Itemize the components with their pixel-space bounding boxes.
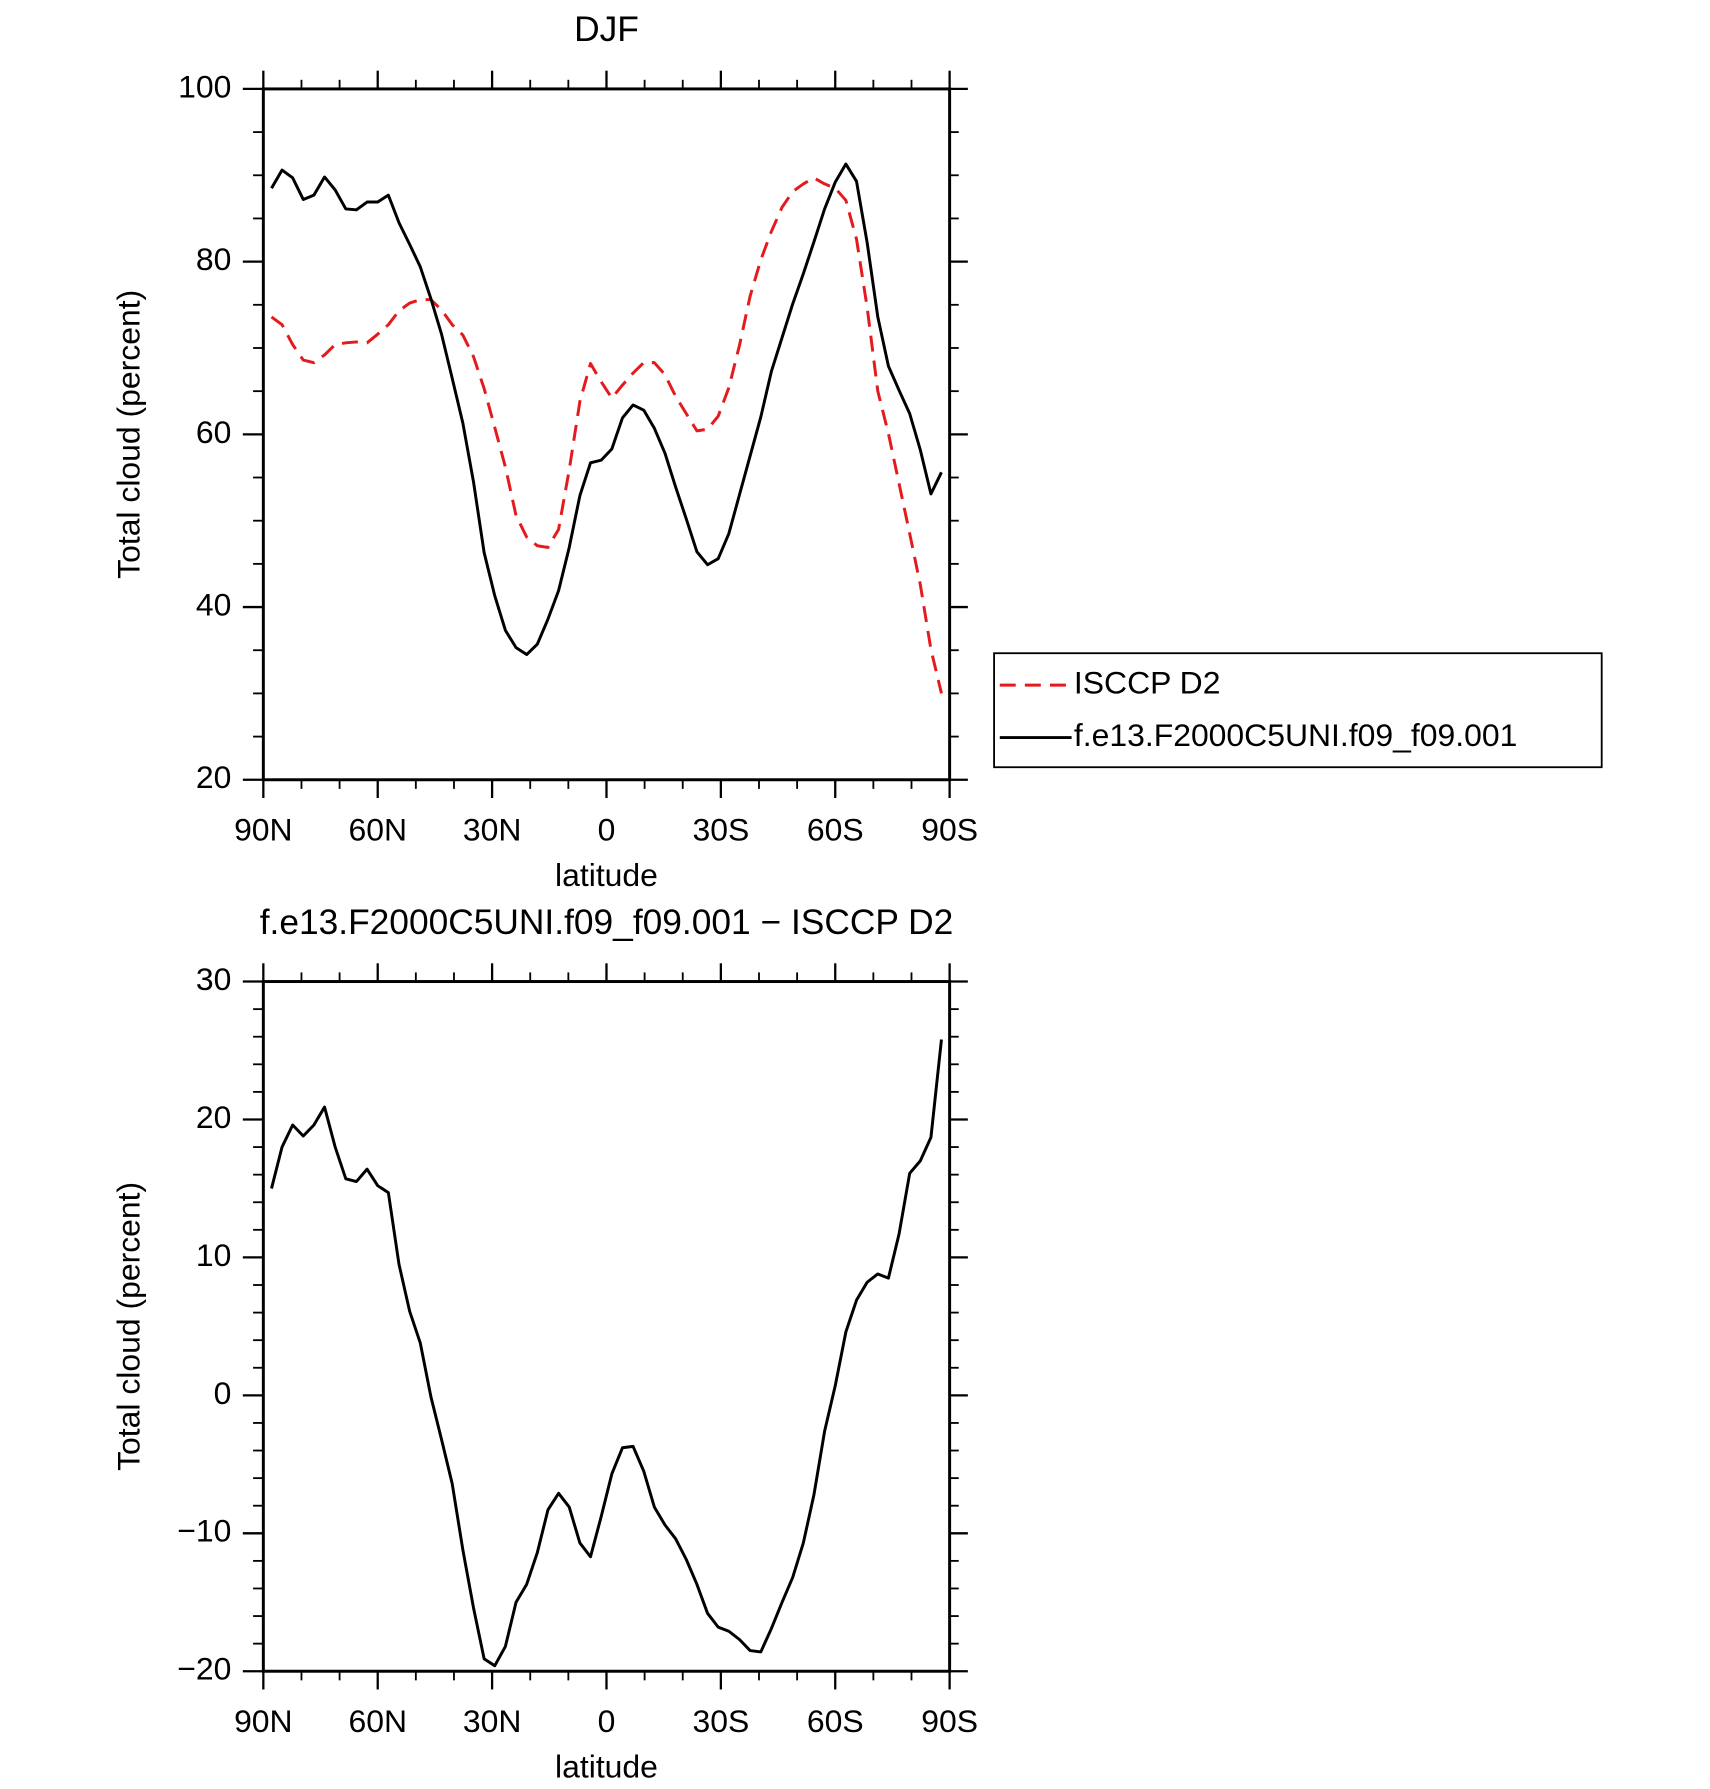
- y-axis-label: Total cloud (percent): [111, 1182, 147, 1471]
- series-line: [270, 176, 943, 694]
- y-tick-label: 20: [196, 1099, 232, 1135]
- x-tick-label: 90N: [234, 1703, 293, 1739]
- x-tick-label: 60S: [807, 812, 864, 848]
- legend-box: [993, 652, 1603, 769]
- y-tick-label: 40: [196, 586, 232, 622]
- y-tick-label: −20: [177, 1651, 231, 1687]
- x-tick-label: 60N: [348, 812, 407, 848]
- y-tick-label: 60: [196, 414, 232, 450]
- y-tick-label: 10: [196, 1237, 232, 1273]
- legend-label: f.e13.F2000C5UNI.f09_f09.001: [1074, 717, 1517, 753]
- x-tick-label: 0: [598, 1703, 616, 1739]
- series-line: [270, 1039, 943, 1668]
- y-tick-label: 20: [196, 759, 232, 795]
- y-tick-label: 100: [178, 68, 231, 104]
- y-tick-label: 0: [214, 1375, 232, 1411]
- y-axis-label: Total cloud (percent): [111, 290, 147, 579]
- series-line: [270, 162, 943, 657]
- x-tick-label: 0: [598, 812, 616, 848]
- x-axis-label: latitude: [555, 1749, 658, 1785]
- x-tick-label: 90S: [921, 1703, 978, 1739]
- y-tick-label: 80: [196, 241, 232, 277]
- legend-label: ISCCP D2: [1074, 665, 1221, 701]
- x-tick-label: 30N: [463, 812, 522, 848]
- x-tick-label: 90N: [234, 812, 293, 848]
- x-tick-label: 30S: [692, 1703, 749, 1739]
- x-axis-label: latitude: [555, 857, 658, 893]
- x-tick-label: 90S: [921, 812, 978, 848]
- y-tick-label: −10: [177, 1513, 231, 1549]
- x-tick-label: 30S: [692, 812, 749, 848]
- y-tick-label: 30: [196, 961, 232, 997]
- x-tick-label: 60S: [807, 1703, 864, 1739]
- x-tick-label: 60N: [348, 1703, 407, 1739]
- plot-frame: [261, 87, 952, 782]
- chart-title: DJF: [574, 10, 639, 49]
- plot-frame: [261, 980, 952, 1673]
- x-tick-label: 30N: [463, 1703, 522, 1739]
- chart-title: f.e13.F2000C5UNI.f09_f09.001 − ISCCP D2: [260, 903, 954, 942]
